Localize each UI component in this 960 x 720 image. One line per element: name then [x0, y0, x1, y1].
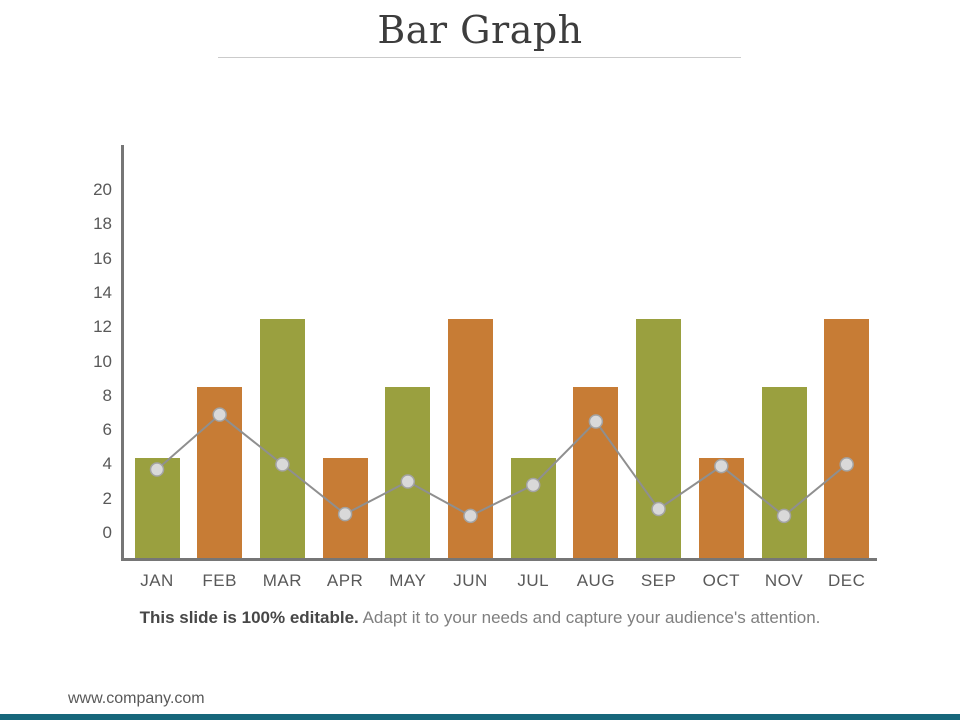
x-tick-label-jun: JUN	[453, 571, 488, 590]
footer-bold-text: This slide is 100% editable.	[139, 608, 359, 627]
footer-note: This slide is 100% editable. Adapt it to…	[0, 608, 960, 628]
y-tick-label: 6	[102, 420, 112, 440]
bar-dec	[824, 318, 870, 558]
x-tick-label-apr: APR	[326, 571, 364, 590]
bar-nov	[761, 387, 807, 558]
y-tick-label: 12	[93, 317, 112, 337]
bottom-accent-bar	[0, 714, 960, 720]
y-tick-label: 18	[93, 214, 112, 234]
y-tick-label: 8	[102, 385, 112, 405]
data-point-jun	[463, 508, 478, 524]
data-point-jan	[149, 462, 165, 477]
x-tick-label-jan: JAN	[140, 571, 174, 590]
y-tick-label: 14	[93, 282, 112, 302]
data-point-feb	[212, 407, 227, 422]
bar-oct	[698, 457, 744, 558]
x-tick-label-dec: DEC	[827, 571, 866, 590]
data-point-mar	[275, 457, 290, 472]
data-point-sep	[651, 501, 666, 517]
data-point-nov	[776, 508, 792, 524]
data-point-oct	[714, 458, 729, 474]
data-point-apr	[337, 506, 353, 522]
y-axis-line	[121, 145, 124, 561]
y-tick-label: 4	[102, 454, 112, 474]
x-tick-label-may: MAY	[389, 571, 427, 590]
data-point-dec	[839, 457, 854, 472]
x-tick-label-feb: FEB	[202, 571, 237, 590]
x-tick-label-oct: OCT	[702, 571, 740, 590]
y-tick-label: 0	[102, 523, 112, 542]
y-tick-label: 16	[93, 248, 112, 268]
bar-may	[385, 387, 431, 558]
y-tick-label: 10	[93, 351, 112, 371]
x-tick-label-sep: SEP	[640, 571, 677, 590]
title-underline	[218, 57, 741, 58]
footer-regular-text: Adapt it to your needs and capture your …	[358, 608, 821, 627]
x-tick-label-nov: NOV	[764, 571, 804, 590]
data-point-jul	[525, 477, 541, 493]
website-link[interactable]: www.company.com	[68, 690, 205, 707]
trend-line	[156, 413, 848, 518]
bar-jul	[510, 457, 556, 558]
y-tick-label: 2	[102, 488, 112, 508]
x-tick-label-aug: AUG	[576, 571, 616, 590]
x-tick-label-jul: JUL	[517, 571, 550, 590]
page-title: Bar Graph	[377, 8, 583, 52]
x-axis-line	[121, 558, 877, 561]
data-point-may	[400, 474, 416, 489]
y-tick-label: 20	[93, 180, 112, 199]
bar-mar	[259, 318, 305, 558]
bar-sep	[636, 318, 682, 558]
x-tick-label-mar: MAR	[262, 571, 303, 590]
data-point-aug	[588, 414, 604, 429]
